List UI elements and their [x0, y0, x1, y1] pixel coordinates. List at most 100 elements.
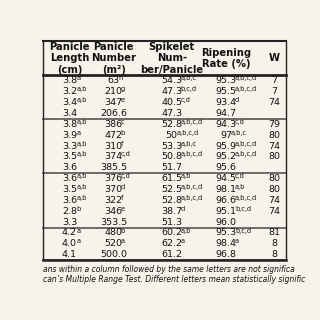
Text: can’s Multiple Range Test. Different letters mean statistically signific: can’s Multiple Range Test. Different let…: [43, 275, 306, 284]
Text: e: e: [121, 206, 125, 212]
Text: 95.5: 95.5: [215, 87, 236, 96]
Text: a,b: a,b: [76, 119, 87, 125]
Text: 7: 7: [271, 76, 277, 85]
Text: a,b: a,b: [76, 97, 87, 103]
Text: 53.3: 53.3: [161, 141, 182, 150]
Text: 8: 8: [271, 239, 277, 248]
Text: Panicle
Number
(m²): Panicle Number (m²): [91, 42, 136, 75]
Text: 3.6: 3.6: [62, 196, 77, 205]
Text: b: b: [121, 130, 125, 136]
Text: a,b,c,d: a,b,c,d: [181, 184, 203, 190]
Text: 97: 97: [220, 131, 232, 140]
Text: Ripening
Rate (%): Ripening Rate (%): [201, 48, 251, 69]
Text: b: b: [121, 228, 125, 234]
Text: 60.2: 60.2: [161, 228, 182, 237]
Text: 4.0: 4.0: [62, 239, 77, 248]
Text: 3.4: 3.4: [62, 98, 77, 107]
Text: a: a: [76, 228, 81, 234]
Text: 322: 322: [105, 196, 123, 205]
Text: 51.3: 51.3: [161, 218, 182, 227]
Text: h: h: [119, 76, 123, 81]
Text: a,b,c,d: a,b,c,d: [235, 76, 257, 81]
Text: 94.7: 94.7: [215, 109, 236, 118]
Text: 95.3: 95.3: [215, 76, 236, 85]
Text: W: W: [268, 53, 280, 63]
Text: a,b: a,b: [76, 173, 87, 179]
Text: 3.8: 3.8: [62, 120, 77, 129]
Text: a: a: [76, 238, 81, 244]
Text: a: a: [121, 238, 125, 244]
Text: a,b,c,d: a,b,c,d: [181, 119, 203, 125]
Text: 386: 386: [105, 120, 123, 129]
Text: b,c,d: b,c,d: [181, 86, 197, 92]
Text: c,d: c,d: [181, 97, 190, 103]
Text: a: a: [235, 238, 239, 244]
Text: 50.8: 50.8: [161, 152, 182, 161]
Text: b: b: [76, 206, 81, 212]
Text: 80: 80: [268, 152, 280, 161]
Text: 40.5: 40.5: [161, 98, 182, 107]
Text: 80: 80: [268, 131, 280, 140]
Text: 96.6: 96.6: [215, 196, 236, 205]
Text: 3.6: 3.6: [62, 163, 77, 172]
Text: 500.0: 500.0: [100, 250, 127, 259]
Text: 54.3: 54.3: [161, 76, 182, 85]
Text: 47.3: 47.3: [161, 109, 182, 118]
Text: 50: 50: [166, 131, 178, 140]
Text: 74: 74: [268, 207, 280, 216]
Text: 95.3: 95.3: [215, 228, 236, 237]
Text: 81: 81: [268, 228, 280, 237]
Text: 95.2: 95.2: [215, 152, 236, 161]
Text: 7: 7: [271, 87, 277, 96]
Text: 3.6: 3.6: [62, 174, 77, 183]
Text: 47.3: 47.3: [161, 87, 182, 96]
Text: 80: 80: [268, 185, 280, 194]
Text: a: a: [76, 130, 81, 136]
Text: a,b: a,b: [181, 228, 191, 234]
Text: a,b,c,d: a,b,c,d: [235, 86, 257, 92]
Text: 520: 520: [105, 239, 123, 248]
Text: 95.6: 95.6: [215, 163, 236, 172]
Text: d: d: [235, 97, 239, 103]
Text: c,d: c,d: [121, 173, 131, 179]
Text: 8: 8: [271, 250, 277, 259]
Text: a,b: a,b: [235, 184, 245, 190]
Text: 376: 376: [105, 174, 123, 183]
Text: a,b,c,d: a,b,c,d: [181, 195, 203, 201]
Text: 370: 370: [105, 185, 123, 194]
Text: c: c: [121, 119, 124, 125]
Text: 346: 346: [105, 207, 123, 216]
Text: 61.2: 61.2: [161, 250, 182, 259]
Text: 3.3: 3.3: [62, 218, 77, 227]
Text: 98.4: 98.4: [215, 239, 236, 248]
Text: 4.1: 4.1: [62, 250, 77, 259]
Text: a,b: a,b: [181, 173, 191, 179]
Text: 374: 374: [105, 152, 123, 161]
Text: 52.8: 52.8: [161, 120, 182, 129]
Text: 3.8: 3.8: [62, 76, 77, 85]
Text: 74: 74: [268, 196, 280, 205]
Text: 2.8: 2.8: [62, 207, 77, 216]
Text: a,b,c: a,b,c: [181, 140, 197, 147]
Text: a,b: a,b: [76, 195, 87, 201]
Text: 96.0: 96.0: [215, 218, 236, 227]
Text: 51.7: 51.7: [161, 163, 182, 172]
Text: 3.5: 3.5: [62, 152, 77, 161]
Text: 3.2: 3.2: [62, 87, 77, 96]
Text: 353.5: 353.5: [100, 218, 127, 227]
Text: 3.9: 3.9: [62, 131, 77, 140]
Text: d: d: [121, 184, 125, 190]
Text: a,b: a,b: [76, 86, 87, 92]
Text: 347: 347: [105, 98, 123, 107]
Text: 3.4: 3.4: [62, 109, 77, 118]
Text: 62.2: 62.2: [161, 239, 182, 248]
Text: 79: 79: [268, 120, 280, 129]
Text: b,c,d: b,c,d: [235, 206, 251, 212]
Text: 4.2: 4.2: [62, 228, 77, 237]
Text: 480: 480: [105, 228, 123, 237]
Text: 98.1: 98.1: [215, 185, 236, 194]
Text: a: a: [181, 238, 185, 244]
Text: 3.5: 3.5: [62, 185, 77, 194]
Text: 210: 210: [105, 87, 123, 96]
Text: 61.5: 61.5: [161, 174, 182, 183]
